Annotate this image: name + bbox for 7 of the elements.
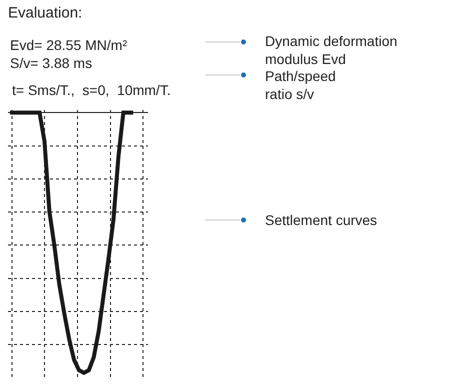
text: Settlement curves — [265, 212, 378, 228]
chart-title: Evaluation: — [8, 4, 82, 22]
text: Dynamic deformation modulus Evd — [265, 33, 398, 68]
text: Evd= 28.55 MN/m² — [10, 37, 128, 53]
text: t= Sms/T., s=0, 10mm/T. — [12, 82, 171, 98]
text: Path/speed ratio s/v — [265, 68, 336, 102]
text: S/v= 3.88 ms — [10, 55, 92, 71]
